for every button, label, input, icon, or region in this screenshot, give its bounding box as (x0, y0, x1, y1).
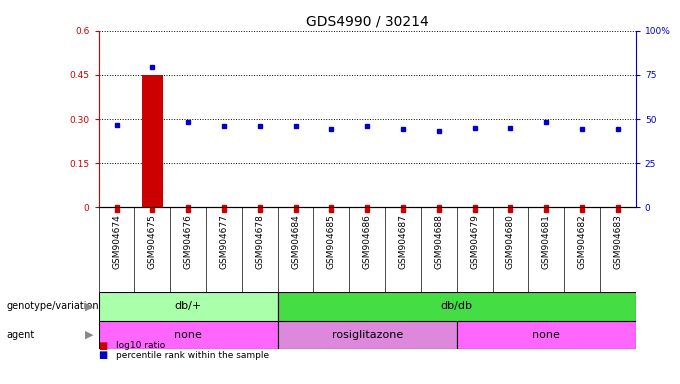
Text: ■: ■ (99, 350, 108, 360)
Text: GSM904687: GSM904687 (398, 214, 407, 269)
Text: ■: ■ (99, 341, 108, 351)
Text: GSM904676: GSM904676 (184, 214, 192, 269)
Text: agent: agent (7, 330, 35, 340)
Text: GSM904688: GSM904688 (435, 214, 443, 269)
Bar (277, 321, 457, 349)
Text: ▶: ▶ (85, 301, 93, 311)
Bar (99, 292, 277, 321)
Bar (99, 321, 277, 349)
Bar (457, 321, 636, 349)
Text: none: none (174, 330, 202, 340)
Text: GSM904679: GSM904679 (470, 214, 479, 269)
Text: db/+: db/+ (175, 301, 202, 311)
Text: GSM904682: GSM904682 (577, 214, 587, 269)
Text: GSM904674: GSM904674 (112, 214, 121, 269)
Text: rosiglitazone: rosiglitazone (332, 330, 403, 340)
Text: GSM904685: GSM904685 (327, 214, 336, 269)
Text: GSM904683: GSM904683 (613, 214, 622, 269)
Text: ▶: ▶ (85, 330, 93, 340)
Text: none: none (532, 330, 560, 340)
Bar (277, 292, 636, 321)
Text: GSM904684: GSM904684 (291, 214, 300, 269)
Text: GSM904677: GSM904677 (220, 214, 228, 269)
Title: GDS4990 / 30214: GDS4990 / 30214 (306, 14, 428, 28)
Text: GSM904681: GSM904681 (542, 214, 551, 269)
Text: GSM904680: GSM904680 (506, 214, 515, 269)
Text: genotype/variation: genotype/variation (7, 301, 99, 311)
Bar (141, 75, 163, 207)
Text: GSM904686: GSM904686 (362, 214, 372, 269)
Text: log10 ratio: log10 ratio (116, 341, 165, 350)
Text: db/db: db/db (441, 301, 473, 311)
Text: GSM904675: GSM904675 (148, 214, 157, 269)
Text: GSM904678: GSM904678 (255, 214, 265, 269)
Text: percentile rank within the sample: percentile rank within the sample (116, 351, 269, 360)
